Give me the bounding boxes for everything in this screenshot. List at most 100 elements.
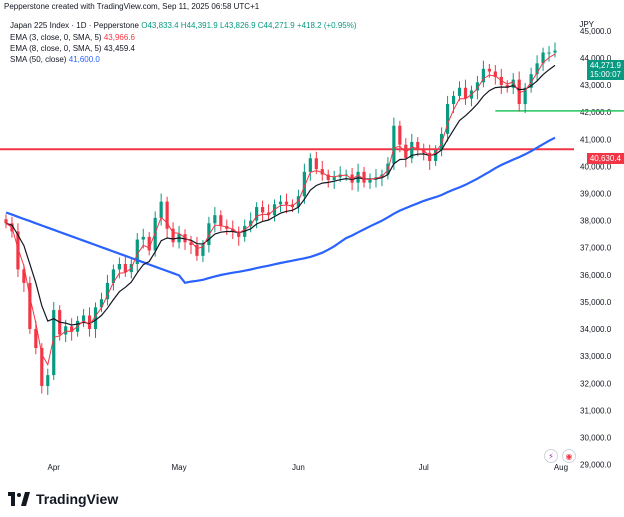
candle-body [255, 207, 259, 221]
sma50-value: 41,600.0 [68, 55, 100, 64]
candle-body [70, 326, 74, 332]
candle-body [368, 179, 372, 183]
tradingview-logo-icon [8, 492, 30, 506]
candle-body [266, 212, 271, 216]
candle-body [487, 68, 491, 72]
candle-body [326, 174, 330, 180]
candle-body [505, 85, 509, 88]
candle-body [52, 310, 56, 376]
candle-body [99, 299, 104, 308]
y-tick-label: 45,000.0 [580, 27, 612, 36]
ema3-legend[interactable]: EMA (3, close, 0, SMA, 5) 43,966.6 [10, 33, 135, 42]
candle-body [362, 171, 366, 183]
candle-body [189, 242, 193, 245]
candle-body [105, 282, 110, 300]
candle-body [541, 52, 545, 64]
candle-body [40, 348, 44, 386]
candle-body [320, 169, 324, 175]
candle-body [428, 152, 432, 161]
y-tick-label: 43,000.0 [580, 81, 612, 90]
footer: TradingView [8, 491, 118, 507]
candle-body [64, 326, 68, 335]
candle-body [16, 231, 20, 270]
candle-body [398, 125, 402, 145]
symbol-line: Japan 225 Index · 1D · Pepperstone O43,8… [10, 21, 357, 30]
candle-body [410, 141, 414, 159]
candle-body [147, 236, 151, 251]
target-icon[interactable]: ◉ [562, 449, 576, 463]
candle-body [237, 231, 241, 237]
y-tick-label: 30,000.0 [580, 433, 612, 442]
candle-body [195, 245, 199, 256]
currency-label: JPY [579, 20, 594, 29]
y-tick-label: 35,000.0 [580, 298, 612, 307]
countdown-label: 15:00:07 [589, 70, 621, 79]
candle-body [404, 144, 408, 159]
x-tick-label: May [171, 463, 186, 472]
y-tick-label: 42,000.0 [580, 108, 612, 117]
candle-body [457, 87, 462, 96]
x-tick-label: Jul [419, 463, 429, 472]
y-tick-label: 29,000.0 [580, 461, 612, 470]
candle-body [523, 87, 527, 105]
ema3-line [5, 53, 556, 367]
candle-body [171, 228, 175, 243]
candle-body [93, 307, 98, 330]
lightning-icon[interactable]: ⚡ [544, 449, 558, 463]
horizontal-line-tag: 40,630.4 [586, 153, 624, 164]
y-tick-label: 36,000.0 [580, 271, 612, 280]
candle-body [278, 201, 283, 205]
y-tick-label: 32,000.0 [580, 379, 612, 388]
candle-body [231, 228, 235, 232]
candle-body [34, 329, 38, 349]
y-tick-label: 44,000.0 [580, 54, 612, 63]
chart-icons: ⚡ ◉ [544, 449, 576, 463]
candle-body [22, 269, 26, 283]
y-tick-label: 39,000.0 [580, 189, 612, 198]
ema8-value: 43,459.4 [103, 44, 135, 53]
candle-body [314, 158, 318, 170]
candle-body [260, 207, 265, 213]
candle-body [445, 104, 450, 134]
candle-body [517, 79, 521, 105]
candle-body [123, 263, 127, 273]
ema8-legend[interactable]: EMA (8, close, 0, SMA, 5) 43,459.4 [10, 44, 135, 53]
candle-body [434, 150, 438, 161]
candle-body [46, 375, 50, 386]
sma50-legend[interactable]: SMA (50, close) 41,600.0 [10, 55, 100, 64]
y-tick-label: 31,000.0 [580, 406, 612, 415]
y-tick-label: 33,000.0 [580, 352, 612, 361]
candle-body [481, 68, 485, 83]
candle-body [511, 79, 515, 88]
candle-body [553, 50, 557, 53]
sma50-line [5, 136, 556, 285]
candle-body [219, 215, 223, 227]
candle-body [302, 171, 306, 197]
candle-body [451, 95, 456, 105]
candle-body [529, 74, 533, 88]
candle-body [4, 219, 8, 224]
x-tick-label: Jun [292, 463, 305, 472]
candle-body [422, 150, 426, 153]
candle-body [135, 239, 139, 264]
ohlc-values: O43,833.4 H44,391.9 L43,826.9 C44,271.9 … [141, 21, 357, 30]
candle-body [201, 245, 205, 256]
candle-body [392, 125, 396, 164]
candle-body [87, 315, 92, 330]
last-price-tag: 44,271.9 15:00:07 [586, 60, 624, 80]
symbol-name[interactable]: Japan 225 Index · 1D · Pepperstone [10, 21, 139, 30]
candle-body [159, 201, 163, 218]
y-tick-label: 37,000.0 [580, 244, 612, 253]
candle-body [213, 215, 217, 224]
candle-body [416, 141, 420, 151]
candle-body [535, 63, 539, 75]
candle-body [28, 282, 32, 330]
candle-body [284, 201, 289, 205]
candle-body [165, 201, 169, 229]
x-tick-label: Aug [554, 463, 568, 472]
candle-body [141, 236, 145, 240]
candle-body [111, 269, 116, 283]
y-tick-label: 40,000.0 [580, 162, 612, 171]
candle-body [81, 315, 86, 321]
